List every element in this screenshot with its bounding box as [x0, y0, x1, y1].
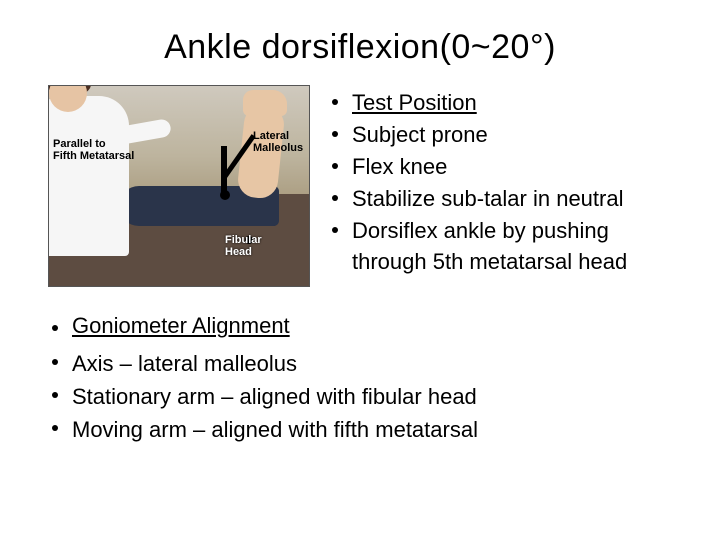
list-item: Flex knee: [328, 151, 672, 183]
label-fibular-head: FibularHead: [225, 234, 262, 258]
label-parallel: Parallel toFifth Metatarsal: [53, 138, 134, 162]
list-item: Stationary arm – aligned with fibular he…: [48, 380, 672, 413]
label-lateral-malleolus: LateralMalleolus: [253, 130, 303, 154]
goniometer-list: Axis – lateral malleolus Stationary arm …: [48, 347, 672, 446]
goniometer-heading-row: Goniometer Alignment: [48, 313, 290, 339]
slide-title: Ankle dorsiflexion(0~20°): [48, 28, 672, 67]
test-position-heading-item: Test Position: [328, 87, 672, 119]
right-column: Test Position Subject prone Flex knee St…: [328, 85, 672, 278]
list-item: Dorsiflex ankle by pushing through 5th m…: [328, 215, 672, 279]
patient-foot: [243, 90, 287, 116]
upper-row: Parallel toFifth Metatarsal LateralMalle…: [48, 85, 672, 339]
clinical-photo: Parallel toFifth Metatarsal LateralMalle…: [48, 85, 310, 287]
goniometer-heading: Goniometer Alignment: [72, 313, 290, 338]
clinician-body: [48, 96, 129, 256]
list-item: Subject prone: [328, 119, 672, 151]
goniometer-pivot: [220, 190, 230, 200]
test-position-heading: Test Position: [352, 90, 477, 115]
left-column: Parallel toFifth Metatarsal LateralMalle…: [48, 85, 310, 339]
clinician-head: [49, 85, 87, 112]
list-item: Moving arm – aligned with fifth metatars…: [48, 413, 672, 446]
list-item: Stabilize sub-talar in neutral: [328, 183, 672, 215]
slide: Ankle dorsiflexion(0~20°) Parallel toFif…: [0, 0, 720, 540]
test-position-list: Test Position Subject prone Flex knee St…: [328, 87, 672, 278]
list-item: Axis – lateral malleolus: [48, 347, 672, 380]
